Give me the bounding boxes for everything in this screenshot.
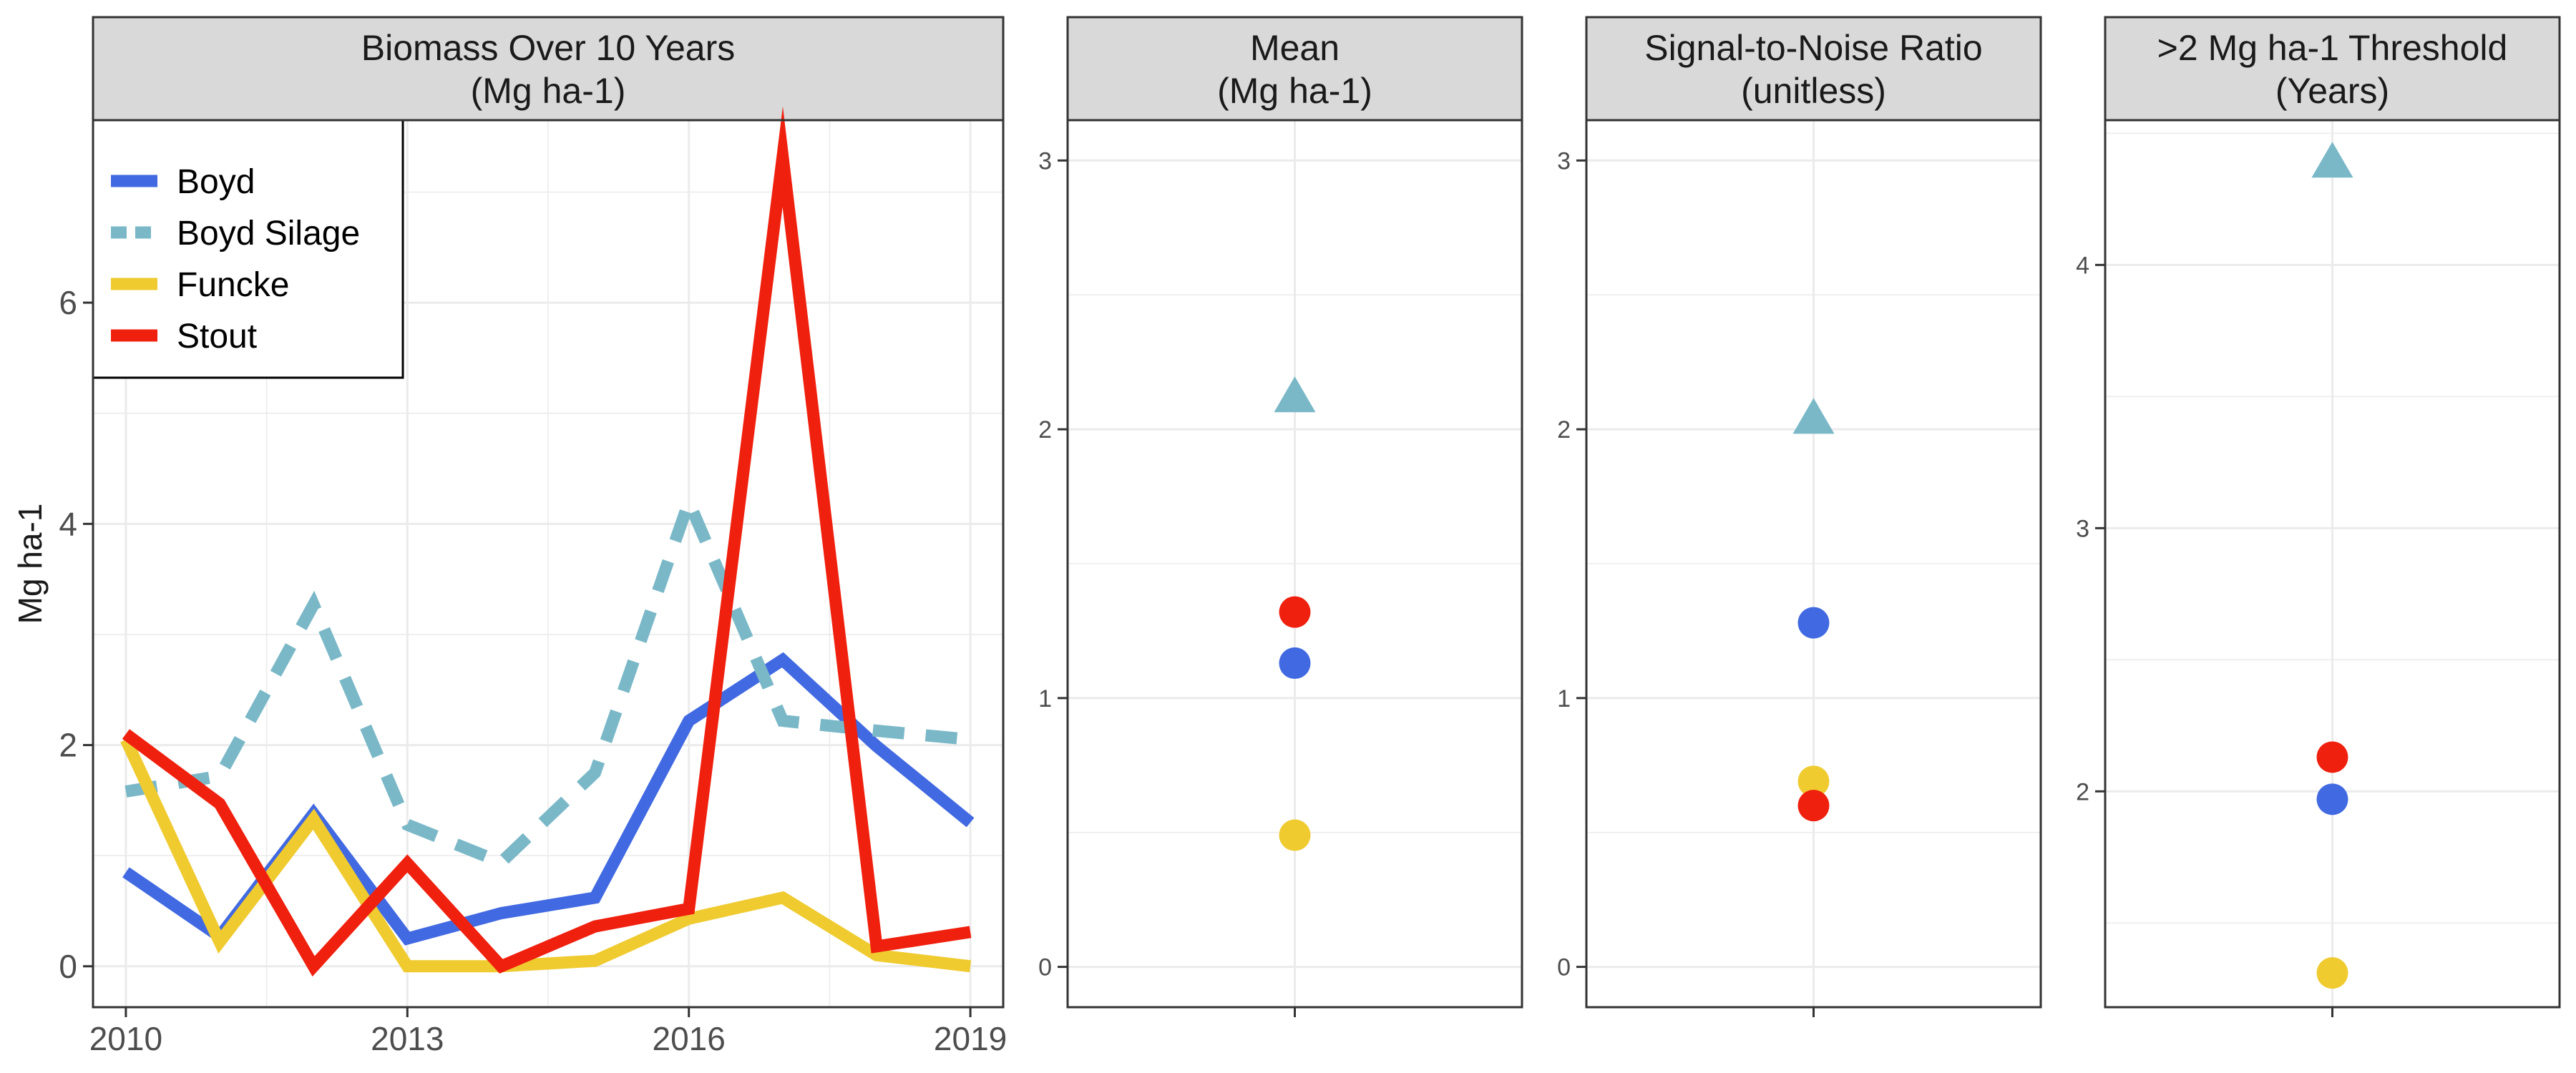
- panel-subtitle: (Years): [2275, 71, 2389, 111]
- panel-subtitle: (Mg ha-1): [1217, 71, 1372, 111]
- panel-title: Biomass Over 10 Years: [361, 28, 736, 68]
- y-tick-label: 4: [59, 505, 77, 542]
- y-tick-label: 3: [1038, 147, 1052, 175]
- point-stout: [1279, 596, 1311, 628]
- x-tick-label: 2013: [371, 1020, 444, 1057]
- y-tick-label: 6: [59, 284, 77, 321]
- legend-label: Funcke: [177, 266, 289, 304]
- y-tick-label: 2: [1557, 416, 1571, 444]
- point-stout: [1797, 790, 1830, 822]
- y-tick-label: 4: [2076, 252, 2089, 279]
- y-tick-label: 0: [1038, 954, 1052, 981]
- panel-border: [1066, 119, 1523, 1009]
- panel-3: >2 Mg ha-1 Threshold(Years) 2 3 4: [2076, 16, 2561, 1017]
- y-tick-label: 3: [2076, 515, 2089, 542]
- y-tick-label: 0: [59, 948, 77, 985]
- x-tick-label: 2016: [653, 1020, 726, 1057]
- legend-label: Boyd Silage: [177, 215, 360, 253]
- series-line-stout: [122, 106, 972, 977]
- panel-2: Signal-to-Noise Ratio(unitless) 0 1 2 3: [1557, 16, 2042, 1017]
- panel-subtitle: (Mg ha-1): [471, 71, 626, 111]
- y-tick-label: 2: [59, 727, 77, 764]
- panel-border: [2104, 119, 2561, 1009]
- y-tick-label: 1: [1038, 685, 1052, 712]
- panel-strip: [92, 16, 1005, 122]
- point-funcke: [2316, 957, 2348, 989]
- panel-1: Mean(Mg ha-1) 0 1 2 3: [1038, 16, 1523, 1017]
- legend-label: Boyd: [177, 163, 255, 201]
- y-tick-label: 2: [1038, 416, 1052, 444]
- x-tick-label: 2019: [934, 1020, 1007, 1057]
- legend: Boyd Boyd Silage Funcke Stout: [92, 119, 404, 379]
- point-boyd-silage: [2311, 142, 2353, 178]
- point-funcke: [1279, 819, 1311, 851]
- panel-title: >2 Mg ha-1 Threshold: [2157, 28, 2508, 68]
- point-boyd: [1279, 647, 1311, 680]
- point-boyd: [2316, 783, 2348, 815]
- panel-title: Signal-to-Noise Ratio: [1644, 28, 1982, 68]
- y-tick-label: 0: [1557, 954, 1571, 981]
- y-axis-label: Mg ha-1: [11, 504, 49, 624]
- panel-0: Biomass Over 10 Years(Mg ha-1) 0 2 4 6 2010 20…: [11, 16, 1007, 1057]
- panel-subtitle: (unitless): [1741, 71, 1886, 111]
- point-stout: [2316, 741, 2348, 773]
- series-line-boyd-silage: [125, 484, 971, 870]
- y-tick-label: 3: [1557, 147, 1571, 175]
- point-boyd-silage: [1792, 398, 1835, 434]
- panel-border: [1585, 119, 2042, 1009]
- panel-strip: [1066, 16, 1523, 122]
- y-tick-label: 2: [2076, 778, 2089, 805]
- panel-border: [92, 119, 1005, 1009]
- panel-title: Mean: [1250, 28, 1340, 68]
- point-funcke: [1797, 765, 1830, 798]
- panel-strip: [2104, 16, 2561, 122]
- y-tick-label: 1: [1557, 685, 1571, 712]
- point-boyd: [1797, 607, 1830, 639]
- x-tick-label: 2010: [89, 1020, 162, 1057]
- legend-label: Stout: [177, 318, 257, 356]
- point-boyd-silage: [1274, 376, 1316, 413]
